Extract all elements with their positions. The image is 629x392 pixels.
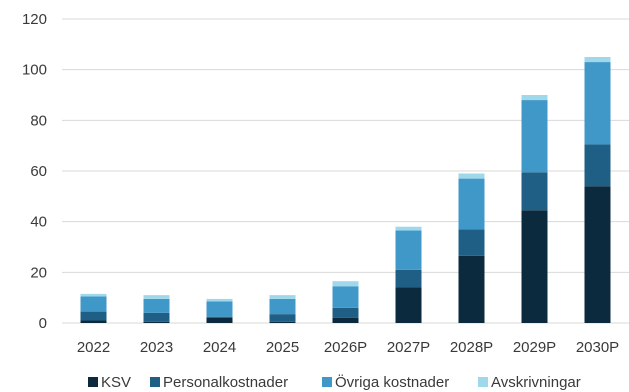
x-tick-label: 2025 xyxy=(266,339,299,356)
x-tick-label: 2030P xyxy=(576,339,619,356)
bar-segment--vriga-kostnader-2025 xyxy=(269,298,296,315)
x-tick-label: 2023 xyxy=(140,339,173,356)
bar-segment-personalkostnader-2029p xyxy=(521,172,548,211)
legend-swatch-personalkostnader xyxy=(150,377,160,387)
bar-segment-personalkostnader-2024 xyxy=(206,316,233,318)
bar-segment-personalkostnader-2025 xyxy=(269,314,296,322)
bar-segment-personalkostnader-2028p xyxy=(458,229,485,256)
x-tick-label: 2022 xyxy=(77,339,110,356)
bar-segment-personalkostnader-2026p xyxy=(332,307,359,318)
bar-segment--vriga-kostnader-2027p xyxy=(395,230,422,270)
y-tick-label: 120 xyxy=(22,11,47,28)
bar-segment-avskrivningar-2024 xyxy=(206,298,233,302)
x-tick-label: 2028P xyxy=(450,339,493,356)
bar-segment-avskrivningar-2026p xyxy=(332,281,359,287)
legend-label: Personalkostnader xyxy=(163,374,288,391)
bar-segment-avskrivningar-2027p xyxy=(395,226,422,231)
bar-segment-ksv-2023 xyxy=(143,321,170,323)
bar-segment--vriga-kostnader-2030p xyxy=(584,62,611,145)
x-tick-label: 2029P xyxy=(513,339,556,356)
legend-label: Övriga kostnader xyxy=(335,373,449,391)
y-tick-label: 20 xyxy=(30,264,47,281)
legend-swatch-ksv xyxy=(88,377,98,387)
bar-segment-personalkostnader-2022 xyxy=(80,311,107,321)
bar-segment-ksv-2022 xyxy=(80,320,107,323)
bar-segment--vriga-kostnader-2023 xyxy=(143,298,170,313)
legend-label: Avskrivningar xyxy=(491,374,581,391)
bar-segment--vriga-kostnader-2028p xyxy=(458,178,485,230)
bar-segment-ksv-2026p xyxy=(332,317,359,323)
bar-segment-personalkostnader-2030p xyxy=(584,144,611,187)
bar-segment-avskrivningar-2022 xyxy=(80,293,107,297)
bar-segment--vriga-kostnader-2026p xyxy=(332,286,359,308)
y-tick-label: 80 xyxy=(30,112,47,129)
y-tick-label: 40 xyxy=(30,214,47,231)
y-tick-label: 100 xyxy=(22,62,47,79)
legend-swatch-avskrivningar xyxy=(478,377,488,387)
bar-segment-ksv-2030p xyxy=(584,186,611,323)
bar-segment-ksv-2025 xyxy=(269,321,296,323)
y-axis: 0 20 40 60 80 100 120 xyxy=(22,11,47,332)
x-tick-label: 2026P xyxy=(324,339,367,356)
bar-segment--vriga-kostnader-2024 xyxy=(206,301,233,317)
bars xyxy=(80,57,611,323)
bar-segment-avskrivningar-2025 xyxy=(269,295,296,299)
legend: KSV Personalkostnader Övriga kostnader Avsk… xyxy=(88,373,581,391)
bar-segment-avskrivningar-2028p xyxy=(458,173,485,179)
bar-segment-ksv-2024 xyxy=(206,317,233,323)
gridlines xyxy=(62,18,629,324)
bar-segment--vriga-kostnader-2029p xyxy=(521,100,548,173)
bar-segment--vriga-kostnader-2022 xyxy=(80,296,107,312)
legend-swatch--vriga-kostnader xyxy=(322,377,332,387)
y-tick-label: 60 xyxy=(30,163,47,180)
legend-label: KSV xyxy=(101,374,131,391)
bar-segment-personalkostnader-2027p xyxy=(395,269,422,288)
bar-segment-avskrivningar-2030p xyxy=(584,57,611,63)
bar-segment-personalkostnader-2023 xyxy=(143,312,170,322)
x-tick-label: 2027P xyxy=(387,339,430,356)
bar-segment-avskrivningar-2029p xyxy=(521,95,548,101)
x-axis: 2022 2023 2024 2025 2026P 2027P 2028P 2029P 2030… xyxy=(77,339,619,356)
x-tick-label: 2024 xyxy=(203,339,236,356)
bar-segment-ksv-2027p xyxy=(395,287,422,323)
bar-segment-avskrivningar-2023 xyxy=(143,295,170,299)
y-tick-label: 0 xyxy=(39,315,47,332)
bar-segment-ksv-2028p xyxy=(458,255,485,323)
bar-segment-ksv-2029p xyxy=(521,210,548,323)
